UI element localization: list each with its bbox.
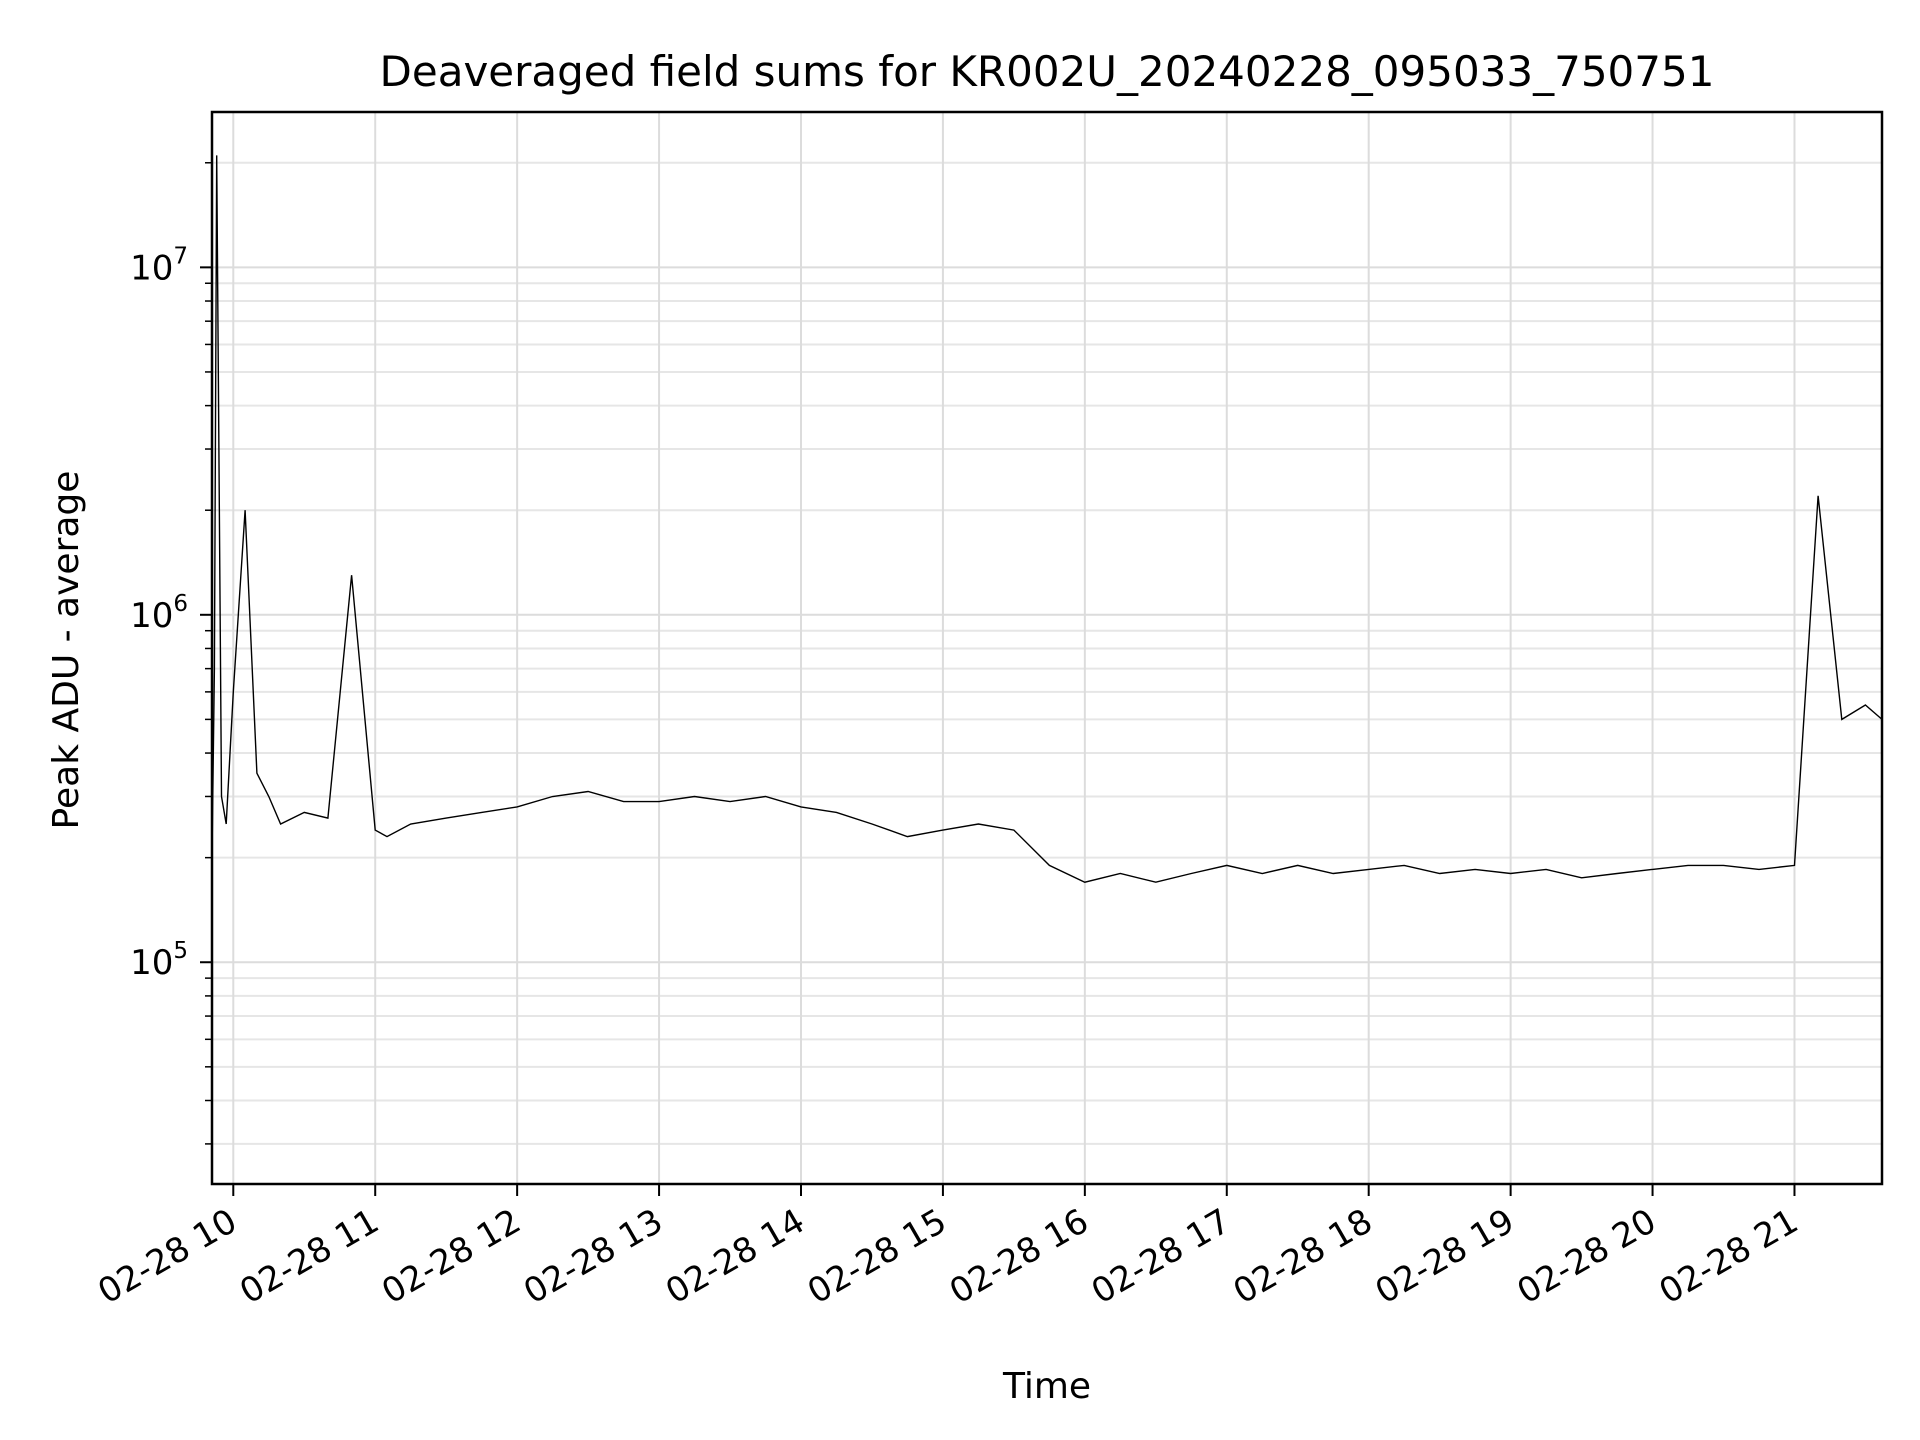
x-axis-label: Time: [1002, 1366, 1091, 1407]
x-tick-label: 02-28 21: [1653, 1201, 1805, 1312]
series-layer: [211, 155, 1883, 883]
x-tick-label: 02-28 13: [517, 1201, 669, 1312]
y-tick-label: 106: [130, 591, 188, 636]
chart-title: Deaveraged field sums for KR002U_2024022…: [380, 47, 1715, 96]
x-tick-label: 02-28 15: [801, 1201, 953, 1312]
x-tick-label: 02-28 11: [233, 1201, 385, 1312]
y-axis-label: Peak ADU - average: [46, 471, 87, 830]
x-tick-label: 02-28 16: [943, 1201, 1095, 1312]
x-tick-label: 02-28 19: [1369, 1201, 1521, 1312]
x-tick-label: 02-28 18: [1227, 1201, 1379, 1312]
x-tick-label: 02-28 12: [375, 1201, 527, 1312]
grid: [212, 112, 1882, 1184]
x-tick-label: 02-28 17: [1085, 1201, 1237, 1312]
y-tick-label: 105: [130, 938, 188, 983]
x-tick-label: 02-28 20: [1511, 1201, 1663, 1312]
x-tick-label: 02-28 10: [91, 1201, 243, 1312]
data-series-line: [211, 155, 1883, 883]
x-tick-label: 02-28 14: [659, 1201, 811, 1312]
y-tick-label: 107: [130, 243, 188, 288]
